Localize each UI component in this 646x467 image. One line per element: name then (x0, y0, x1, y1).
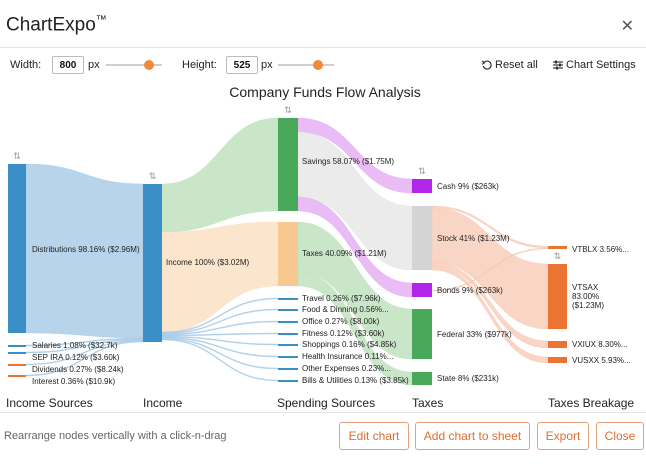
sankey-chart: ⇅ ⇅ ⇅ ⇅ ⇅ Distributions 98.16% ($2.96M) Salari… (0, 80, 646, 410)
node-vtsax[interactable] (548, 264, 567, 329)
node-label-interest: Interest 0.36% ($10.9k) (32, 377, 115, 386)
drag-hint: Rearrange nodes vertically with a click-… (4, 430, 227, 442)
width-label: Width: (10, 59, 42, 71)
chart-settings-button[interactable]: Chart Settings (552, 52, 636, 78)
column-label-0: Income Sources (6, 396, 93, 410)
column-label-1: Income (143, 396, 183, 410)
flow-link-income-savings (161, 117, 279, 233)
node-interest[interactable] (8, 375, 26, 377)
flow-link-stock-vxiux (431, 261, 549, 349)
width-input[interactable] (52, 56, 84, 74)
node-label-federal: Federal 33% ($977k) (437, 330, 512, 339)
node-office[interactable] (278, 321, 298, 323)
node-label-dividends: Dividends 0.27% ($8.24k) (32, 365, 124, 374)
column-label-4: Taxes Breakage (548, 396, 634, 410)
node-other[interactable] (278, 368, 298, 370)
add-chart-to-sheet-button[interactable]: Add chart to sheet (415, 422, 530, 450)
drag-handle-icon-savings[interactable]: ⇅ (284, 106, 292, 116)
close-icon[interactable]: ✕ (620, 18, 634, 35)
node-label-taxes: Taxes 40.09% ($1.21M) (302, 249, 387, 258)
height-slider[interactable] (278, 60, 334, 70)
node-salaries[interactable] (8, 345, 26, 347)
node-label-vusxx: VUSXX 5.93%... (572, 356, 631, 365)
node-federal[interactable] (412, 309, 432, 359)
column-label-2: Spending Sources (277, 396, 375, 410)
width-unit: px (88, 59, 100, 71)
node-taxes[interactable] (278, 222, 298, 286)
node-stock[interactable] (412, 206, 432, 270)
node-label-other: Other Expenses 0.23%... (302, 364, 391, 373)
node-label-travel: Travel 0.26% ($7.96k) (302, 294, 381, 303)
node-savings[interactable] (278, 118, 298, 211)
node-label-salaries: Salaries 1.08% ($32.7k) (32, 341, 118, 350)
drag-handle-icon-income[interactable]: ⇅ (149, 172, 157, 182)
node-label-savings: Savings 58.07% ($1.75M) (302, 157, 394, 166)
sliders-icon (553, 60, 563, 70)
node-label-vtblx: VTBLX 3.56%... (572, 245, 629, 254)
drag-handle-icon-vtsax[interactable]: ⇅ (554, 252, 562, 262)
header-divider (0, 47, 646, 48)
height-input[interactable] (226, 56, 258, 74)
node-label-income: Income 100% ($3.02M) (166, 258, 249, 267)
node-fitness[interactable] (278, 333, 298, 335)
node-label-health: Health Insurance 0.11%... (302, 352, 393, 361)
export-button[interactable]: Export (537, 422, 589, 450)
reset-all-label: Reset all (495, 59, 538, 71)
flow-link-income-taxes (161, 221, 279, 333)
node-label-vtsax-pct: 83.00% (572, 292, 599, 301)
trademark: ™ (95, 14, 107, 26)
node-label-stock: Stock 41% ($1.23M) (437, 234, 510, 243)
node-vxiux[interactable] (548, 341, 567, 348)
width-slider[interactable] (106, 60, 162, 70)
node-label-office: Office 0.27% ($8.00k) (302, 317, 380, 326)
drag-handle-icon-cash[interactable]: ⇅ (418, 167, 426, 177)
reset-icon (481, 60, 492, 70)
flow-link-income-other (161, 337, 279, 370)
column-label-3: Taxes (412, 396, 443, 410)
chart-settings-label: Chart Settings (566, 59, 636, 71)
sankey-svg: ⇅ ⇅ ⇅ ⇅ ⇅ Distributions 98.16% ($2.96M) Salari… (6, 84, 634, 410)
height-label: Height: (182, 59, 217, 71)
node-travel[interactable] (278, 298, 298, 300)
node-label-vtsax: VTSAX (572, 283, 599, 292)
dialog-header: ChartExpo™ ✕ (0, 0, 646, 48)
node-label-shoppings: Shoppings 0.16% ($4.85k) (302, 340, 397, 349)
reset-all-button[interactable]: Reset all (481, 52, 538, 78)
node-label-distributions: Distributions 98.16% ($2.96M) (32, 245, 140, 254)
node-label-sep_ira: SEP IRA 0.12% ($3.60k) (32, 353, 120, 362)
node-label-vtsax-amt: ($1.23M) (572, 301, 604, 310)
close-button[interactable]: Close (596, 422, 644, 450)
node-shoppings[interactable] (278, 344, 298, 346)
node-income[interactable] (143, 184, 162, 342)
node-vusxx[interactable] (548, 357, 567, 363)
node-food[interactable] (278, 309, 298, 311)
drag-handle-icon-distributions[interactable]: ⇅ (13, 152, 21, 162)
height-unit: px (261, 59, 273, 71)
node-sep_ira[interactable] (8, 352, 26, 354)
node-label-state: State 8% ($231k) (437, 374, 499, 383)
node-label-vxiux: VXIUX 8.30%... (572, 340, 628, 349)
node-bills[interactable] (278, 380, 298, 382)
node-label-bills: Bills & Utilities 0.13% ($3.85k) (302, 376, 409, 385)
chart-title: Company Funds Flow Analysis (229, 84, 420, 100)
width-slider-knob[interactable] (143, 60, 154, 70)
app-title: ChartExpo™ (6, 14, 107, 36)
node-label-cash: Cash 9% ($263k) (437, 182, 499, 191)
node-label-fitness: Fitness 0.12% ($3.60k) (302, 329, 385, 338)
node-label-food: Food & Dinning 0.56%... (302, 305, 389, 314)
node-vtblx[interactable] (548, 246, 567, 249)
height-slider-knob[interactable] (313, 60, 324, 70)
flow-link-income-bills (161, 338, 279, 382)
node-label-bonds: Bonds 9% ($263k) (437, 286, 503, 295)
edit-chart-button[interactable]: Edit chart (339, 422, 409, 450)
footer-divider (0, 412, 646, 413)
size-toolbar: Width: px Height: px Reset all Chart Set… (0, 52, 646, 78)
node-cash[interactable] (412, 179, 432, 193)
node-distributions[interactable] (8, 164, 26, 333)
node-dividends[interactable] (8, 364, 26, 366)
node-bonds[interactable] (412, 283, 432, 297)
node-state[interactable] (412, 372, 432, 385)
node-health[interactable] (278, 356, 298, 358)
